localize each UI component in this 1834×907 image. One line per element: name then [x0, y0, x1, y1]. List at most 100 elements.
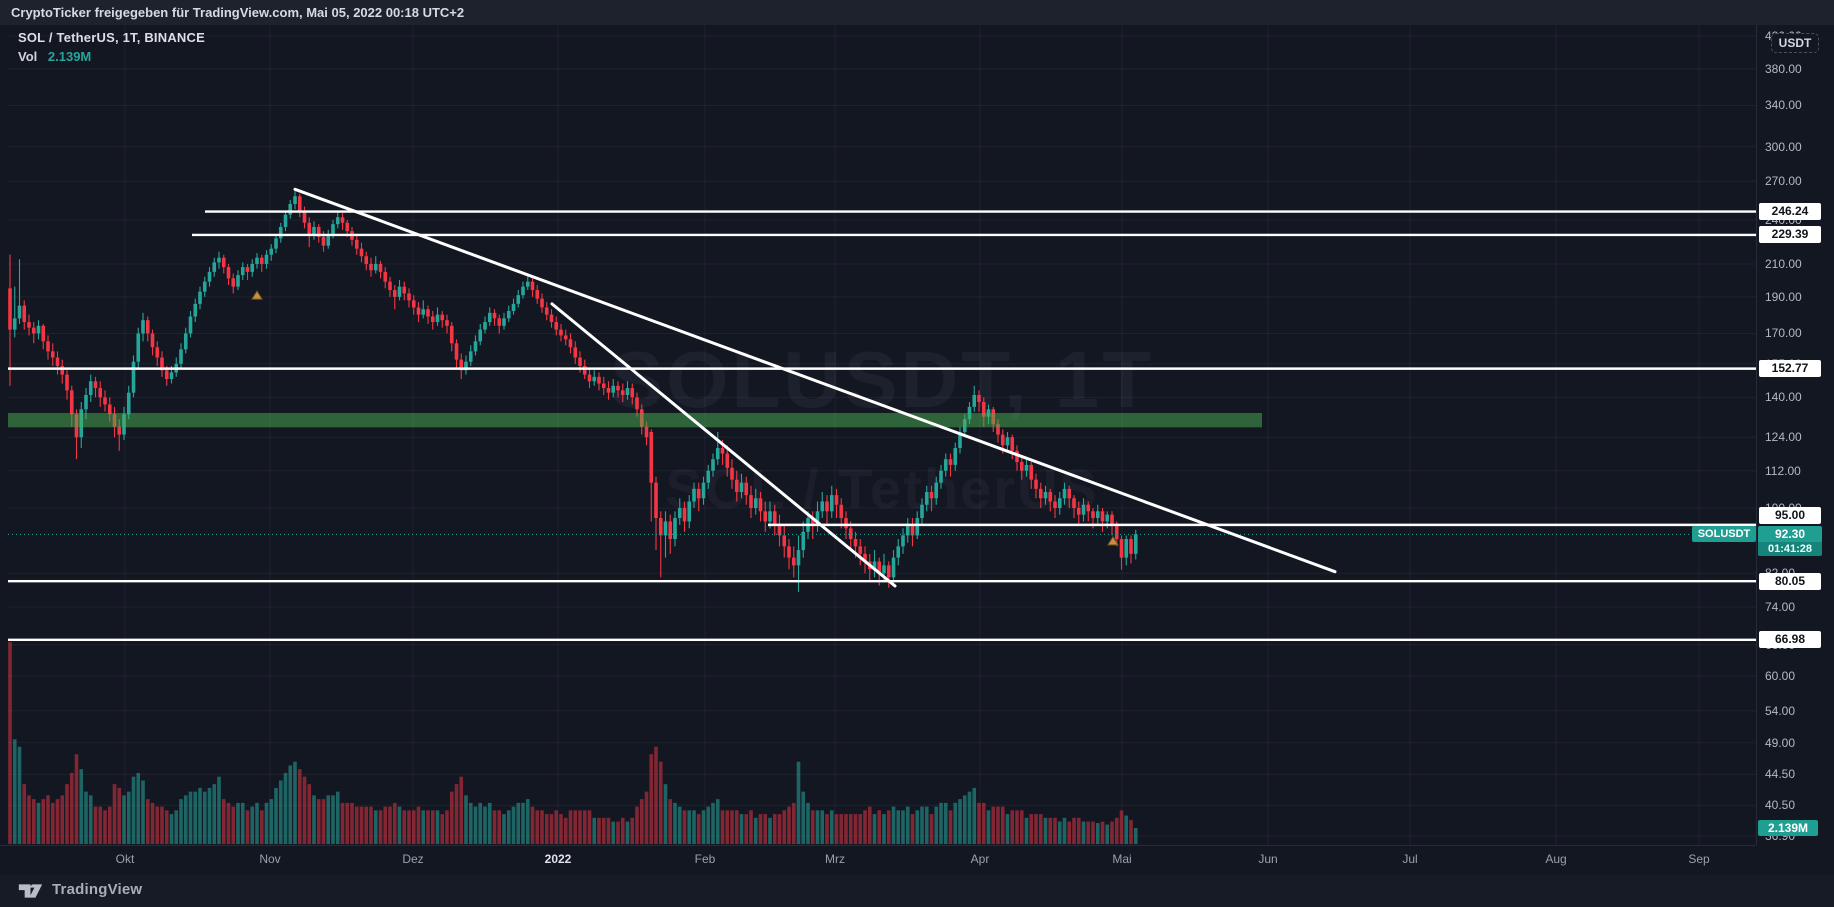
- volume-bar: [810, 810, 815, 844]
- candle-body: [193, 303, 198, 317]
- time-axis-label: Jun: [1258, 852, 1278, 866]
- candle-wick: [394, 284, 396, 310]
- candle-body: [749, 495, 753, 509]
- volume-bar: [69, 772, 74, 844]
- price-axis[interactable]: USDT 92.30 01:41:28 2.139M 420.00380.003…: [1756, 25, 1834, 845]
- candle-body: [236, 275, 240, 287]
- candle-body: [606, 388, 611, 393]
- trendline[interactable]: [293, 187, 1337, 574]
- candle-body: [658, 518, 663, 536]
- time-axis-label: Mai: [1112, 852, 1132, 866]
- volume-bar: [711, 802, 715, 844]
- volume-bar: [483, 806, 487, 844]
- candle-wick: [118, 419, 120, 451]
- candle-body: [787, 546, 791, 558]
- volume-bar: [772, 814, 777, 844]
- chart-legend: SOL / TetherUS, 1T, BINANCE Vol 2.139M: [18, 30, 205, 64]
- candle-body: [17, 305, 22, 319]
- candle-body: [730, 467, 734, 480]
- candle-body: [848, 528, 853, 540]
- volume-bar: [554, 810, 559, 844]
- volume-bar: [217, 776, 221, 844]
- volume-bar: [335, 791, 340, 844]
- volume-bar: [454, 784, 459, 844]
- candle-body: [711, 459, 715, 471]
- volume-bar: [402, 810, 407, 844]
- volume-bar: [50, 802, 55, 844]
- candle-body: [155, 347, 160, 358]
- candle-body: [578, 357, 582, 366]
- candle-body: [592, 376, 597, 382]
- volume-bar: [60, 795, 65, 844]
- candle-body: [160, 357, 164, 371]
- tradingview-logo-icon[interactable]: [18, 882, 48, 900]
- candle-body: [682, 508, 687, 522]
- volume-bar: [131, 776, 136, 844]
- candle-body: [582, 365, 587, 375]
- volume-bar: [1100, 821, 1105, 844]
- volume-bar: [1034, 814, 1038, 844]
- candle-wick: [1092, 508, 1094, 529]
- volume-bar: [872, 814, 877, 844]
- candle-body: [435, 314, 440, 323]
- candle-body: [1043, 491, 1048, 499]
- candle-body: [844, 518, 848, 529]
- volume-bar: [98, 806, 103, 844]
- candle-body: [1095, 511, 1100, 519]
- price-chart-canvas[interactable]: [0, 25, 1834, 875]
- volume-bar: [1005, 814, 1010, 844]
- currency-toggle-button[interactable]: USDT: [1771, 33, 1819, 53]
- symbol-description[interactable]: SOL / TetherUS, 1T, BINANCE: [18, 30, 205, 45]
- volume-bar: [316, 799, 321, 844]
- candle-body: [274, 238, 278, 249]
- candle-body: [231, 278, 236, 287]
- candle-body: [1000, 434, 1005, 446]
- price-tick-label: 40.50: [1765, 798, 1796, 813]
- ticker-price-tag: SOLUSDT: [1692, 526, 1756, 543]
- time-axis[interactable]: Okt Nov Dez 2022 Feb Mrz Apr Mai Jun Jul Aug Sep: [0, 845, 1756, 875]
- volume-bar: [853, 814, 858, 844]
- volume-bar: [943, 802, 948, 844]
- candle-body: [440, 314, 445, 321]
- volume-bar: [8, 642, 12, 844]
- chart-region[interactable]: SOLUSDT, 1T SOL / TetherUS SOL / TetherU…: [0, 25, 1834, 875]
- volume-bar: [193, 791, 198, 844]
- volume-bar: [582, 810, 587, 844]
- candle-body: [896, 546, 901, 558]
- level-price-label: 80.05: [1759, 572, 1821, 590]
- volume-bar: [820, 810, 825, 844]
- candle-body: [744, 482, 749, 496]
- volume-bar: [905, 806, 910, 844]
- volume-bar: [397, 806, 402, 844]
- price-tick-label: 44.50: [1765, 767, 1796, 782]
- time-axis-label: Feb: [694, 852, 716, 866]
- candle-body: [635, 397, 639, 410]
- volume-bar: [891, 806, 896, 844]
- candle-body: [421, 309, 426, 315]
- candle-body: [41, 325, 46, 342]
- volume-bar: [1072, 817, 1076, 844]
- candle-body: [511, 303, 516, 312]
- volume-bar: [321, 799, 326, 844]
- candle-body: [117, 426, 122, 435]
- volume-bar: [796, 761, 801, 844]
- trendline[interactable]: [550, 302, 897, 588]
- candle-body: [611, 385, 616, 393]
- idea-marker-icon[interactable]: [251, 290, 263, 300]
- price-tick-label: 270.00: [1765, 174, 1802, 189]
- idea-marker-icon[interactable]: [1107, 535, 1119, 546]
- candle-body: [554, 322, 559, 330]
- candle-body: [103, 397, 107, 405]
- candle-body: [202, 281, 207, 292]
- candle-body: [772, 511, 777, 525]
- price-tick-label: 112.00: [1765, 463, 1801, 478]
- candle-body: [278, 226, 283, 239]
- time-axis-label: Aug: [1545, 852, 1567, 866]
- volume-bar: [801, 791, 806, 844]
- candle-body: [141, 320, 145, 334]
- candle-body: [312, 226, 316, 235]
- tradingview-brand[interactable]: TradingView: [52, 881, 143, 898]
- candle-body: [934, 482, 939, 499]
- support-zone-rectangle[interactable]: [8, 412, 1262, 428]
- volume-bar: [288, 765, 293, 844]
